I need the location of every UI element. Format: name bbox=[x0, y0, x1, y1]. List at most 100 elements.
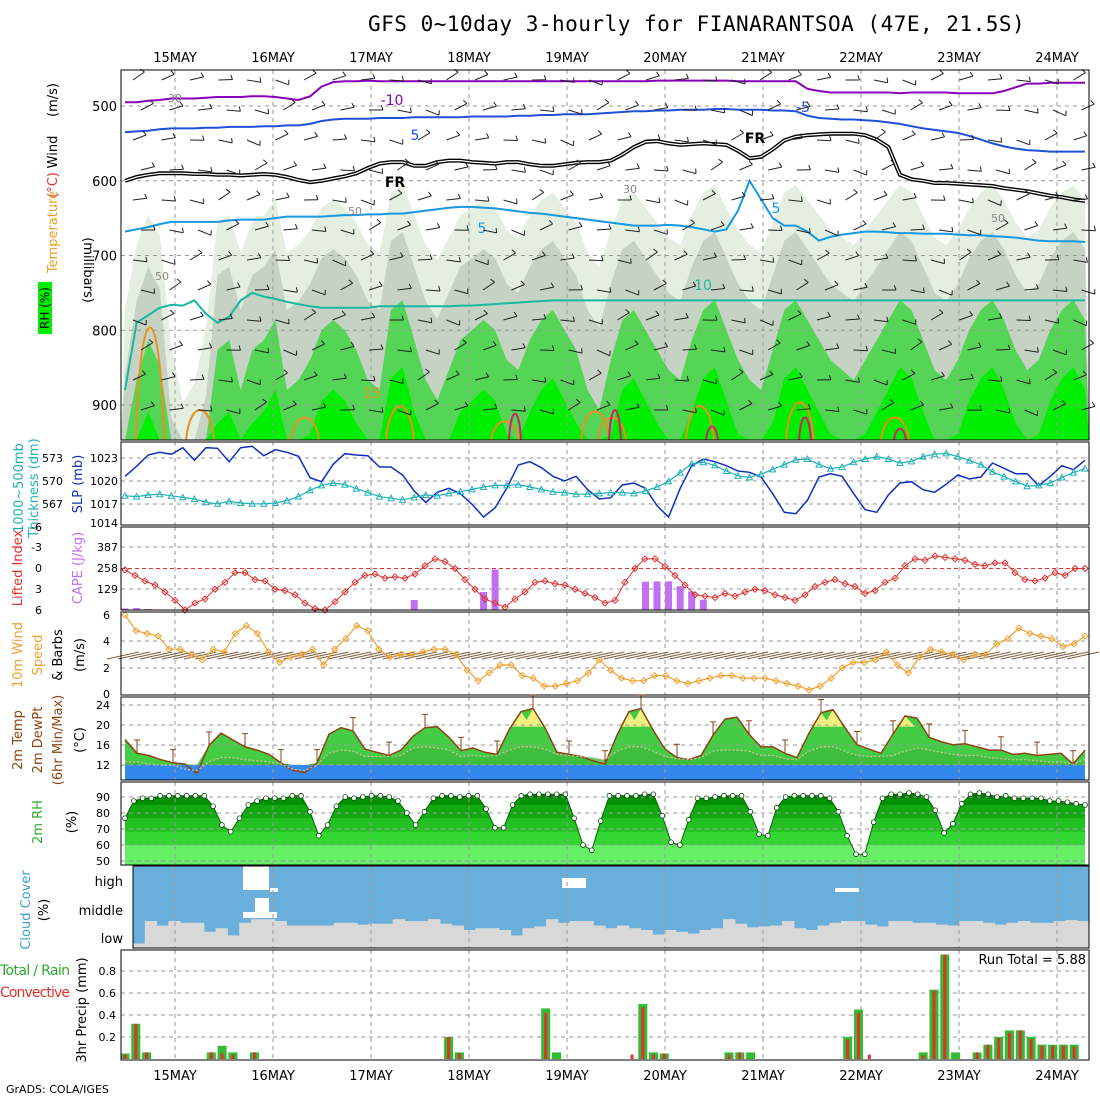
wind-barb bbox=[796, 105, 811, 111]
rh2m-marker bbox=[870, 819, 877, 826]
wind10-marker bbox=[849, 658, 857, 667]
lifted-marker bbox=[1051, 568, 1059, 577]
lifted-marker bbox=[401, 574, 409, 582]
wind-barb bbox=[788, 313, 802, 321]
precip-conv-bar bbox=[630, 1054, 634, 1059]
wind-barb bbox=[397, 287, 412, 291]
wind-barb bbox=[568, 401, 581, 411]
dewpt-base bbox=[125, 765, 1085, 780]
wind10-marker bbox=[750, 674, 758, 682]
wind-barb bbox=[759, 71, 772, 81]
wind-barb-flag bbox=[145, 256, 148, 262]
wind-barb-flag bbox=[176, 278, 182, 283]
wind10-marker bbox=[507, 661, 515, 669]
rh2m-marker bbox=[1073, 800, 1079, 807]
date-label-bottom-9: 24MAY bbox=[1035, 1069, 1079, 1084]
wind10-barb bbox=[184, 651, 217, 660]
wind-barb bbox=[197, 409, 213, 412]
thickness-marker bbox=[630, 489, 638, 497]
wind10-marker bbox=[143, 629, 151, 638]
wind-barb bbox=[360, 253, 374, 261]
wind-barb-flag bbox=[522, 104, 526, 109]
wind-barb bbox=[474, 137, 489, 141]
wind-barb-flag bbox=[550, 282, 555, 288]
wind-barb bbox=[140, 102, 154, 111]
cape-bar bbox=[699, 599, 707, 610]
wind-barb-flag bbox=[543, 74, 547, 80]
contour-label-7: 10 bbox=[694, 278, 712, 294]
wind-barb-flag bbox=[465, 162, 469, 168]
date-label-top-9: 24MAY bbox=[1035, 51, 1079, 66]
wind-barb bbox=[959, 378, 974, 381]
wind-barb bbox=[816, 199, 831, 205]
wind-barb-flag bbox=[381, 407, 384, 413]
wind-barb-flag bbox=[722, 283, 726, 289]
wind-barb bbox=[674, 199, 688, 206]
wind-barb bbox=[987, 139, 1002, 143]
wind-barb bbox=[446, 319, 460, 326]
wind-barb bbox=[759, 374, 774, 381]
lifted-marker bbox=[891, 574, 899, 582]
isotherm-20-segment-2 bbox=[705, 425, 719, 441]
wind-barb-flag bbox=[1055, 191, 1059, 197]
wind-barb bbox=[1081, 103, 1095, 111]
wind-barb bbox=[425, 227, 440, 231]
wind-barb bbox=[368, 222, 382, 231]
wind-barb-flag bbox=[808, 164, 811, 170]
cloud-low-bar bbox=[616, 925, 630, 948]
wind-barb bbox=[1052, 403, 1066, 411]
wind-barb bbox=[311, 289, 326, 296]
wind-barb bbox=[169, 407, 184, 411]
thickness-marker bbox=[838, 462, 846, 470]
rh2m-marker bbox=[809, 792, 815, 799]
thickness-marker bbox=[849, 458, 858, 466]
wind-barb-flag bbox=[376, 219, 382, 223]
thickness-marker bbox=[190, 494, 199, 502]
precip-total-bar bbox=[217, 1045, 227, 1059]
wind-barb-flag bbox=[324, 226, 327, 232]
lifted-marker bbox=[881, 578, 889, 587]
wind-barb-flag bbox=[855, 251, 860, 256]
wind-barb bbox=[759, 134, 774, 141]
wind-barb-flag bbox=[225, 188, 231, 193]
wind10-marker bbox=[121, 611, 129, 619]
isotherm-15-segment-4 bbox=[490, 420, 520, 441]
lifted-marker bbox=[171, 596, 179, 605]
lifted-marker bbox=[211, 585, 219, 593]
wind-barb-flag bbox=[999, 74, 1003, 79]
thickness-marker bbox=[768, 465, 777, 473]
lifted-marker bbox=[391, 573, 399, 581]
thickness-marker bbox=[745, 473, 754, 481]
date-label-bottom-1: 16MAY bbox=[251, 1069, 295, 1084]
wind-barb-flag bbox=[544, 138, 547, 144]
cloud-low-bar bbox=[947, 925, 960, 948]
wind10-marker bbox=[1059, 642, 1067, 651]
wind-barb-flag bbox=[890, 159, 895, 164]
precip-tick-3: 0.2 bbox=[99, 1031, 117, 1044]
wind10-marker bbox=[308, 645, 317, 653]
thickness-marker bbox=[317, 481, 326, 489]
wind-barb-flag bbox=[539, 188, 545, 193]
lifted-marker bbox=[751, 585, 759, 593]
wind-barb-flag bbox=[397, 189, 403, 194]
wind10-barb bbox=[702, 651, 736, 660]
wind-barb-flag bbox=[487, 196, 490, 202]
wind-barb bbox=[417, 195, 432, 201]
lifted-marker bbox=[831, 575, 839, 584]
wind-barb bbox=[625, 229, 640, 233]
precip-total-bar bbox=[951, 1052, 961, 1059]
thickness-marker bbox=[340, 480, 349, 488]
wind-barb-flag bbox=[978, 103, 982, 109]
wind-barb bbox=[959, 75, 974, 81]
wind10-barb bbox=[879, 651, 912, 660]
wind10-barb bbox=[989, 651, 1022, 660]
wind-barb-flag bbox=[179, 101, 184, 107]
isotherm-15-segment-3 bbox=[385, 405, 415, 441]
precip-frame bbox=[120, 949, 1090, 1061]
wind-barb-flag bbox=[718, 158, 723, 163]
wind-barb-flag bbox=[999, 313, 1003, 319]
thickness-marker bbox=[352, 484, 361, 492]
wind10-marker bbox=[595, 656, 604, 664]
wind-barb bbox=[930, 136, 945, 141]
lifted-marker bbox=[371, 570, 379, 578]
